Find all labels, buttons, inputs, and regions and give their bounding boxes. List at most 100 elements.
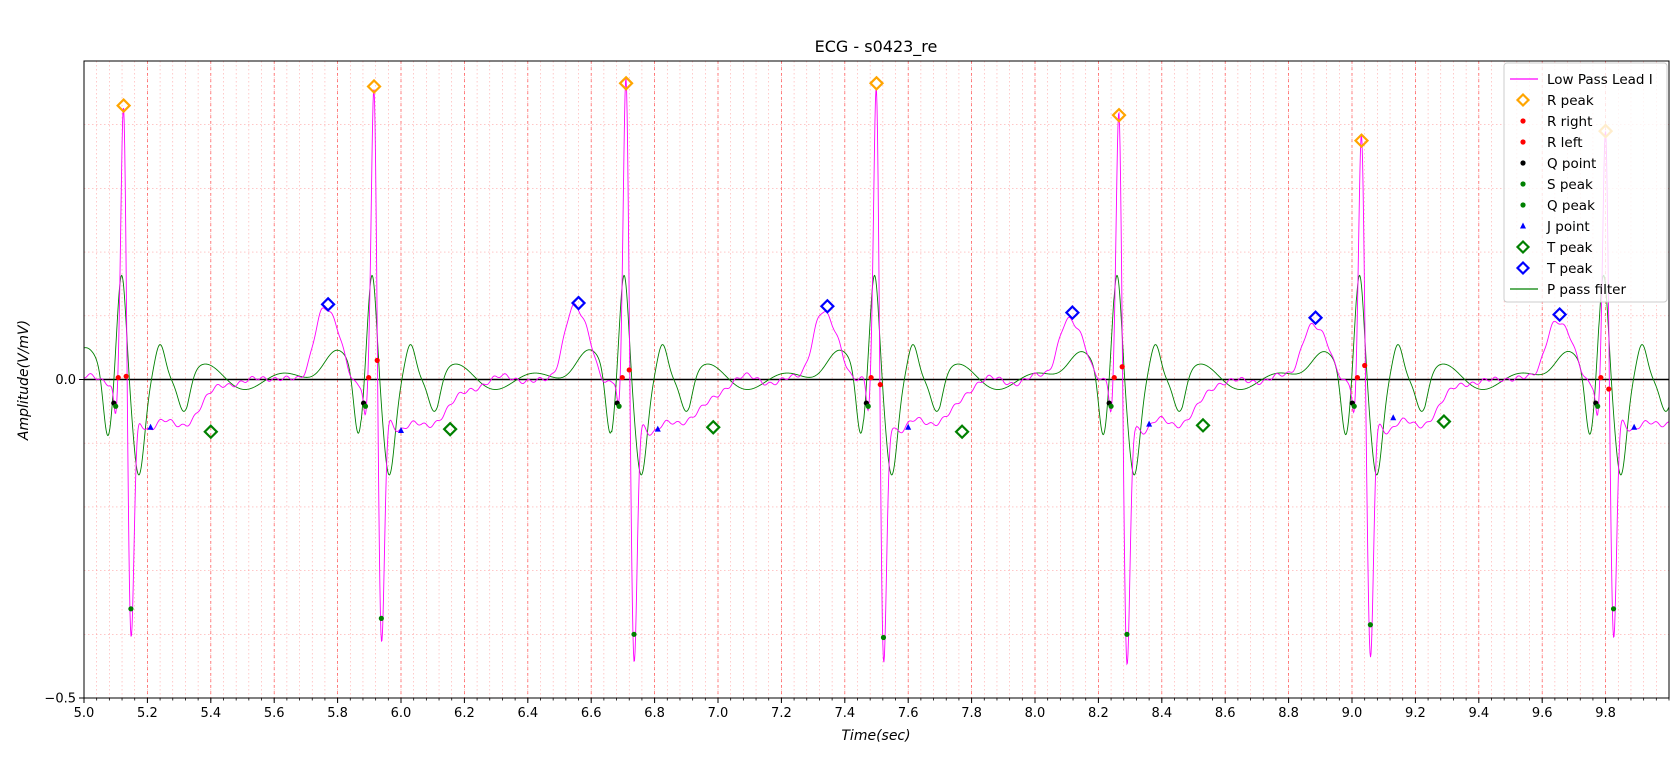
marker-t-peak-blue: [570, 295, 587, 311]
x-tick-label: 6.0: [391, 706, 412, 721]
marker-r-peak: [618, 75, 634, 91]
legend-label: Q point: [1547, 156, 1596, 172]
legend-label: Q peak: [1547, 198, 1595, 214]
x-tick-label: 8.4: [1151, 706, 1172, 721]
marker-j-point: [905, 423, 912, 430]
x-tick-label: 9.4: [1468, 706, 1489, 721]
x-tick-label: 5.8: [327, 706, 348, 721]
legend-swatch-dot: [1520, 181, 1526, 187]
series-p-pass-filter: [83, 274, 1670, 476]
marker-t-peak-green: [1195, 417, 1211, 433]
x-tick-label: 7.4: [834, 706, 855, 721]
marker-q-peak: [362, 403, 369, 409]
x-tick-label: 5.0: [74, 706, 95, 721]
marker-t-peak-green: [954, 424, 970, 440]
y-tick-label: 0.0: [55, 373, 76, 388]
marker-t-peak-blue: [1064, 305, 1080, 321]
chart-title: ECG - s0423_re: [815, 37, 938, 57]
legend-label: S peak: [1547, 177, 1593, 193]
marker-r-right: [877, 381, 883, 388]
x-tick-label: 8.2: [1088, 706, 1109, 721]
marker-j-point: [1390, 414, 1397, 421]
marker-r-left: [619, 374, 625, 381]
x-tick-label: 9.8: [1595, 706, 1616, 721]
marker-q-peak: [616, 403, 622, 409]
grid-major: [84, 61, 1669, 698]
x-tick-label: 5.6: [264, 706, 285, 721]
marker-q-peak: [865, 403, 871, 409]
marker-r-left: [1354, 374, 1360, 381]
legend-label: Low Pass Lead I: [1547, 72, 1653, 88]
marker-s-peak: [378, 615, 384, 621]
marker-j-point: [147, 423, 154, 430]
marker-t-peak-blue: [819, 298, 835, 314]
marker-s-peak: [1610, 606, 1617, 612]
marker-r-right: [626, 367, 632, 373]
legend-label: R right: [1547, 114, 1592, 130]
legend-swatch-dot: [1520, 139, 1526, 145]
x-tick-label: 5.4: [200, 706, 221, 721]
marker-t-peak-blue: [320, 296, 336, 312]
marker-layer: [111, 75, 1638, 641]
x-tick-label: 8.6: [1215, 706, 1236, 721]
marker-r-peak: [116, 98, 132, 114]
marker-r-peak: [366, 78, 382, 95]
x-tick-label: 7.2: [771, 706, 792, 721]
x-tick-label: 9.0: [1342, 706, 1363, 721]
x-tick-label: 8.0: [1025, 706, 1046, 721]
marker-j-point: [1631, 423, 1638, 430]
x-tick-label: 7.0: [708, 706, 729, 721]
legend-label: R left: [1547, 135, 1583, 151]
marker-r-left: [1111, 374, 1117, 381]
x-tick-label: 8.8: [1278, 706, 1299, 721]
marker-t-peak-green: [705, 419, 721, 435]
legend-label: R peak: [1547, 93, 1594, 109]
x-tick-label: 6.4: [517, 706, 538, 721]
marker-r-left: [115, 374, 121, 381]
marker-t-peak-green: [442, 421, 458, 437]
marker-s-peak: [128, 606, 134, 612]
x-tick-label: 7.8: [961, 706, 982, 721]
legend-swatch-diamond: [1515, 92, 1531, 108]
marker-r-peak: [868, 75, 885, 91]
marker-s-peak: [1367, 622, 1373, 628]
marker-r-right: [123, 373, 129, 379]
marker-r-peak: [1353, 133, 1370, 149]
x-tick-label: 7.6: [898, 706, 919, 721]
legend-swatch-dot: [1520, 160, 1526, 166]
y-axis-label: Amplitude(V/mV): [16, 320, 32, 441]
legend-swatch-diamond: [1515, 260, 1531, 276]
legend-label: J point: [1546, 219, 1590, 235]
x-axis-label: Time(sec): [841, 728, 910, 744]
marker-t-peak-blue: [1307, 310, 1324, 326]
x-tick-label: 6.8: [644, 706, 665, 721]
x-axis: 5.0 5.2 5.4 5.6 5.8 6.0 6.2 6.4 6.6 6.8 7.0 7.2 7.4 7…: [74, 698, 1670, 721]
marker-r-right: [1119, 364, 1125, 370]
legend-label: T peak: [1546, 240, 1593, 256]
legend-swatch-diamond: [1515, 239, 1531, 255]
y-axis: −0.5 0.0: [44, 373, 84, 707]
marker-q-peak: [113, 403, 119, 409]
legend-label: T peak: [1546, 261, 1593, 277]
marker-t-peak-blue: [1552, 306, 1568, 323]
marker-r-peak: [1111, 107, 1127, 123]
marker-j-point: [1146, 420, 1153, 427]
marker-r-right: [1362, 362, 1368, 369]
marker-q-peak: [1595, 403, 1601, 409]
marker-r-left: [1598, 374, 1604, 381]
legend-label: P pass filter: [1547, 282, 1626, 298]
marker-j-point: [398, 426, 404, 433]
marker-j-point: [654, 425, 661, 432]
x-tick-label: 6.6: [581, 706, 602, 721]
x-tick-label: 5.2: [137, 706, 158, 721]
marker-t-peak-green: [203, 424, 219, 440]
marker-r-left: [366, 374, 372, 381]
x-tick-label: 9.2: [1405, 706, 1426, 721]
x-tick-label: 9.6: [1532, 706, 1553, 721]
legend: Low Pass Lead I R peak R right R left Q poin…: [1503, 62, 1668, 303]
marker-s-peak: [1124, 631, 1130, 637]
legend-swatch-triangle: [1520, 222, 1526, 229]
marker-s-peak: [880, 634, 887, 641]
marker-q-peak: [1351, 403, 1357, 409]
